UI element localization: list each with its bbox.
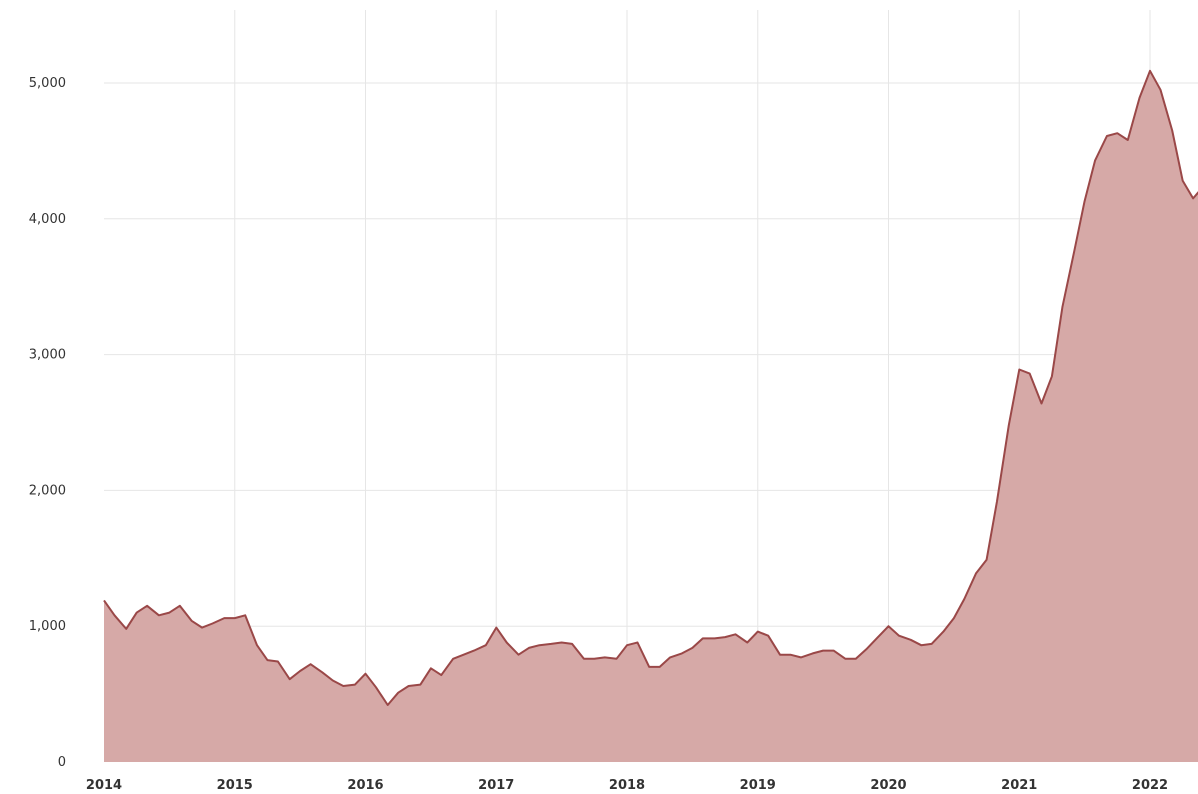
series-area xyxy=(104,70,1198,762)
x-tick-label: 2019 xyxy=(740,778,776,793)
y-tick-label: 1,000 xyxy=(29,619,66,634)
y-tick-label: 5,000 xyxy=(29,76,66,91)
x-tick-label: 2022 xyxy=(1132,778,1168,793)
y-tick-label: 3,000 xyxy=(29,348,66,363)
x-tick-label: 2017 xyxy=(478,778,514,793)
x-tick-label: 2018 xyxy=(609,778,645,793)
x-tick-label: 2020 xyxy=(870,778,906,793)
y-tick-label: 2,000 xyxy=(29,483,66,498)
x-tick-label: 2021 xyxy=(1001,778,1037,793)
x-tick-label: 2015 xyxy=(217,778,253,793)
y-tick-label: 0 xyxy=(58,755,66,770)
x-tick-label: 2014 xyxy=(86,778,122,793)
x-tick-label: 2016 xyxy=(347,778,383,793)
y-tick-label: 4,000 xyxy=(29,212,66,227)
series-line xyxy=(103,69,1198,706)
